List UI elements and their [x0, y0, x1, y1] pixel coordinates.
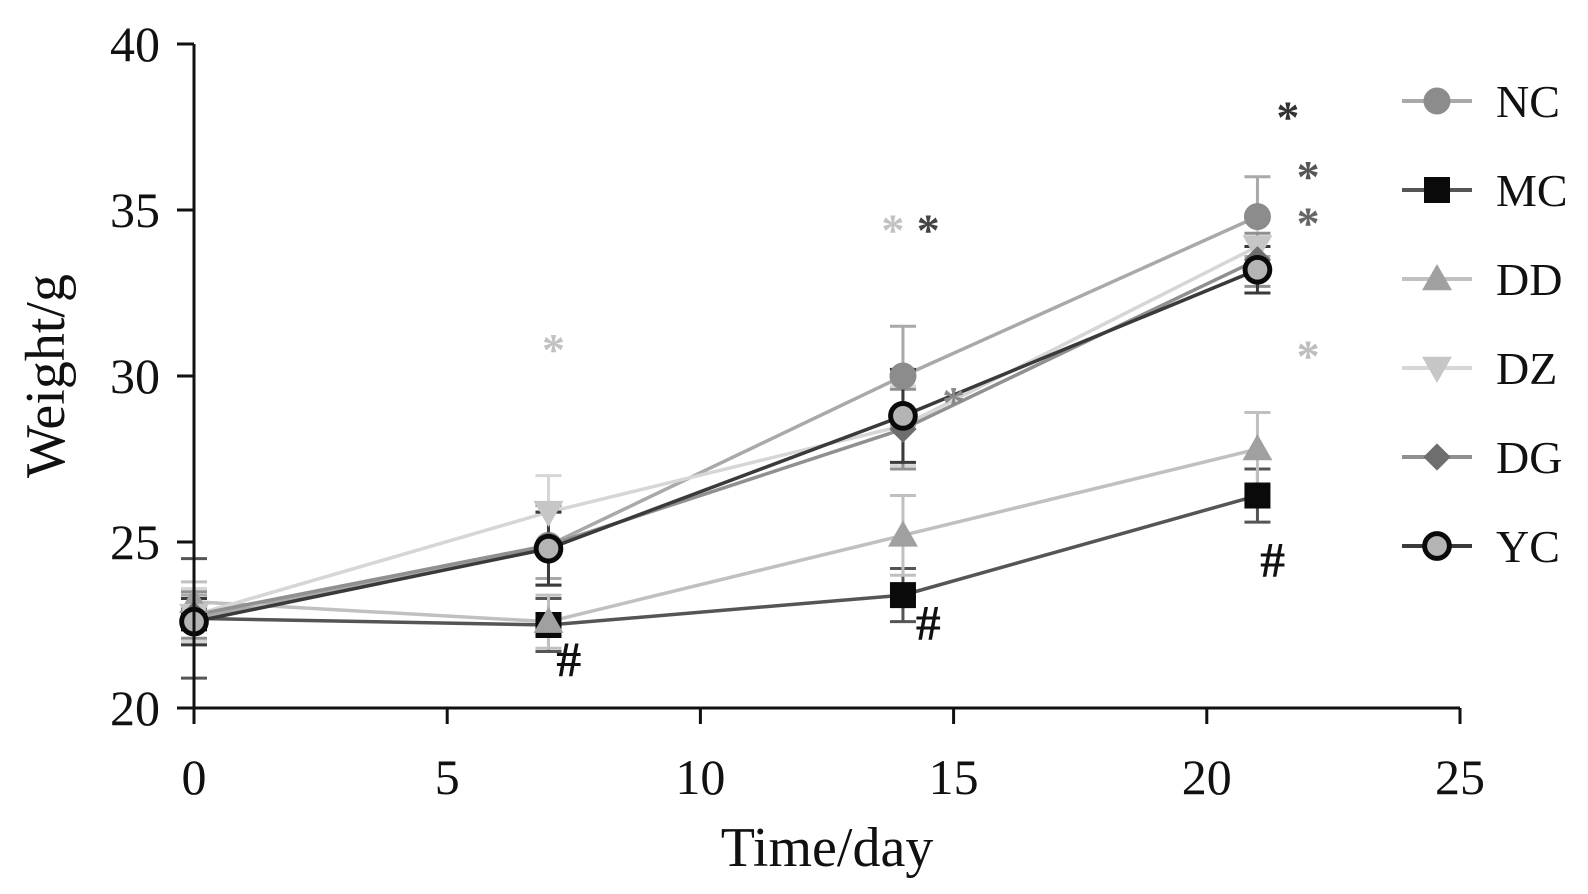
data-point-nc [1243, 203, 1271, 231]
legend: NC MC DD DZ DG YC [1402, 76, 1568, 572]
hash-annotation: # [1260, 532, 1285, 588]
star-annotation: * [1276, 91, 1299, 142]
hash-annotation: # [556, 631, 581, 687]
series-line-yc [193, 268, 1259, 624]
y-tick-label: 35 [110, 182, 160, 238]
star-annotation: * [881, 204, 904, 255]
legend-swatch-marker [1424, 177, 1450, 203]
data-point-yc [888, 401, 918, 431]
legend-item-nc: NC [1402, 76, 1560, 127]
x-ticks: 0 5 10 15 20 25 [182, 708, 1485, 805]
star-annotation: * [917, 204, 940, 255]
data-point-nc [889, 362, 917, 390]
star-annotation: * [942, 377, 965, 428]
legend-swatch-marker [1423, 87, 1451, 115]
data-point-dd [888, 520, 918, 547]
legend-swatch-marker [1422, 356, 1452, 383]
significance-annotations: ###** ****** [542, 91, 1320, 687]
legend-item-yc: YC [1402, 521, 1560, 572]
legend-swatch-marker [1422, 531, 1452, 561]
y-axis-label: Weight/g [15, 274, 77, 478]
series-line-dz [193, 244, 1259, 617]
y-tick-label: 40 [110, 16, 160, 72]
legend-label: MC [1496, 165, 1568, 216]
data-point-dz [533, 500, 564, 528]
x-axis-label: Time/day [721, 817, 934, 879]
legend-label: DD [1496, 254, 1562, 305]
data-point-yc [1242, 254, 1273, 285]
legend-item-dd: DD [1402, 254, 1562, 305]
legend-label: NC [1496, 76, 1560, 127]
y-ticks: 20 25 30 35 40 [110, 16, 194, 736]
star-annotation: * [1297, 330, 1320, 381]
x-tick-label: 5 [435, 749, 460, 805]
legend-item-dz: DZ [1402, 343, 1557, 394]
y-tick-label: 25 [110, 514, 160, 570]
star-annotation: * [1297, 198, 1320, 249]
hash-annotation: # [916, 595, 941, 651]
data-point-dd [533, 606, 564, 633]
data-point-mc [889, 582, 916, 609]
legend-item-dg: DG [1402, 432, 1562, 483]
star-annotation: * [542, 324, 565, 375]
data-point-mc [1244, 482, 1271, 509]
x-tick-label: 10 [675, 749, 725, 805]
x-tick-label: 15 [929, 749, 979, 805]
series-line-dd [193, 447, 1258, 624]
legend-label: DG [1496, 432, 1562, 483]
x-tick-label: 25 [1435, 749, 1485, 805]
series-line-nc [193, 215, 1259, 621]
legend-swatch-marker [1423, 443, 1451, 471]
y-tick-label: 30 [110, 348, 160, 404]
series-line-mc [193, 493, 1258, 627]
legend-label: DZ [1496, 343, 1557, 394]
series-line-dg [193, 258, 1259, 617]
legend-item-mc: MC [1402, 165, 1568, 216]
data-point-yc [533, 533, 564, 564]
legend-swatch-marker [1422, 264, 1452, 291]
legend-label: YC [1496, 521, 1560, 572]
data-point-dd [1242, 434, 1273, 461]
series-lines [193, 215, 1259, 627]
x-tick-label: 0 [182, 749, 207, 805]
star-annotation: * [1297, 151, 1320, 202]
axes: 0 5 10 15 20 25 20 25 30 35 40 [110, 16, 1485, 805]
x-tick-label: 20 [1182, 749, 1232, 805]
error-bars [181, 175, 1271, 680]
series-markers [179, 203, 1273, 638]
y-tick-label: 20 [110, 680, 160, 736]
